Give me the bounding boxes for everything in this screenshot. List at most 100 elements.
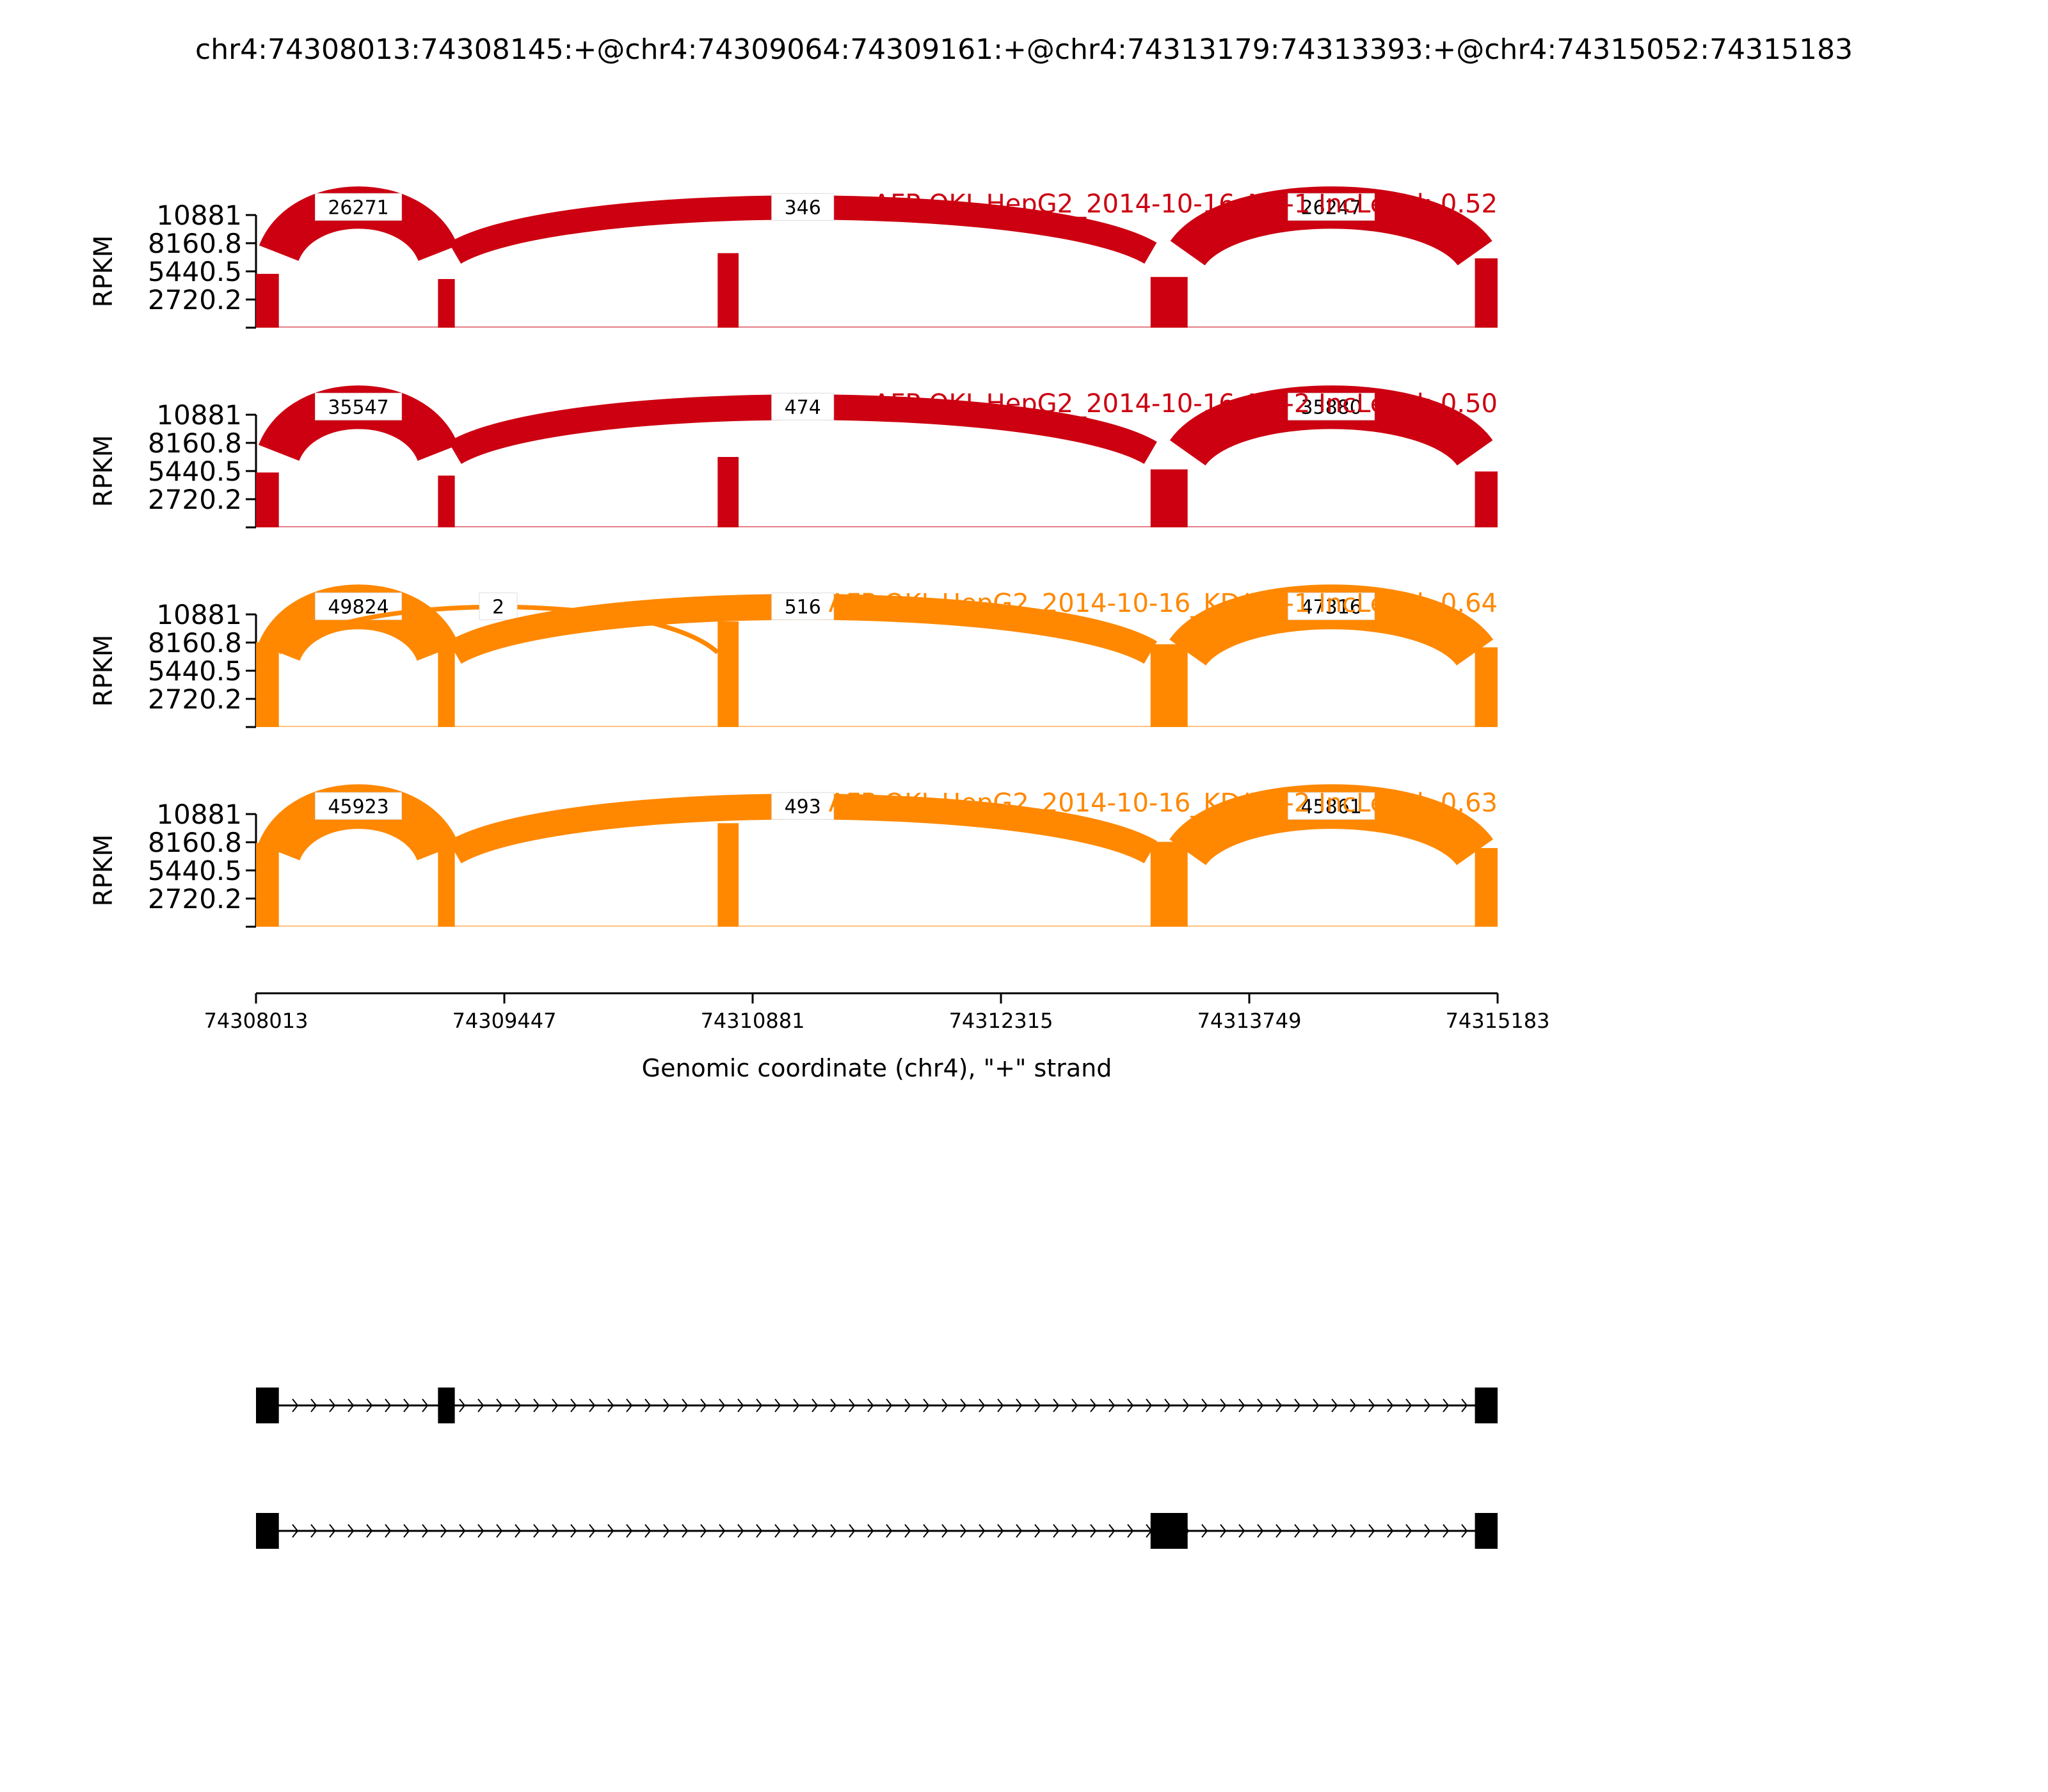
- strand-arrow: [663, 1524, 670, 1538]
- exon-coverage-bar: [1150, 644, 1188, 727]
- y-tick-label: 2720.2: [148, 484, 242, 515]
- isoform-exon: [256, 1513, 279, 1549]
- strand-arrow: [292, 1524, 299, 1538]
- strand-arrow: [941, 1398, 948, 1412]
- strand-arrow: [1405, 1398, 1412, 1412]
- y-tick-label: 2720.2: [148, 883, 242, 915]
- strand-arrow: [1071, 1398, 1078, 1412]
- strand-arrow: [552, 1398, 559, 1412]
- junction-count-label: 47316: [1300, 596, 1361, 618]
- strand-arrow: [719, 1524, 726, 1538]
- x-tick-label: 74315183: [1446, 1009, 1550, 1033]
- y-tick-label: 5440.5: [148, 456, 242, 487]
- exon-coverage-bar: [256, 273, 279, 328]
- strand-arrow: [533, 1524, 540, 1538]
- strand-arrow: [849, 1524, 856, 1538]
- strand-arrow: [1405, 1524, 1412, 1538]
- strand-arrow: [700, 1398, 707, 1412]
- strand-arrow: [941, 1524, 948, 1538]
- strand-arrow: [1331, 1524, 1338, 1538]
- strand-arrow: [997, 1398, 1004, 1412]
- strand-arrow: [700, 1524, 707, 1538]
- junction-count-box: [1288, 392, 1375, 420]
- strand-arrow: [403, 1398, 410, 1412]
- strand-arrow: [570, 1524, 577, 1538]
- x-tick-label: 74312315: [949, 1009, 1053, 1033]
- track-label: AFP QKI_HepG2_2014-10-16_NC-1 IncLevel: …: [873, 189, 1498, 219]
- strand-arrow: [310, 1524, 317, 1538]
- strand-arrow: [960, 1524, 967, 1538]
- strand-arrow: [979, 1398, 986, 1412]
- exon-coverage-bar: [1150, 842, 1188, 927]
- strand-arrow: [1276, 1524, 1283, 1538]
- strand-arrow: [1443, 1398, 1450, 1412]
- strand-arrow: [1238, 1524, 1245, 1538]
- junction-count-box: [479, 592, 518, 620]
- strand-arrow: [997, 1524, 1004, 1538]
- track-label: AFP QKI_HepG2_2014-10-16_NC-2 IncLevel: …: [873, 389, 1498, 419]
- y-tick-label: 8160.8: [148, 228, 242, 259]
- junction-count-box: [1288, 193, 1375, 221]
- exon-coverage-bar: [1475, 258, 1498, 328]
- strand-arrow: [1146, 1398, 1153, 1412]
- y-tick-label: 10881: [156, 200, 242, 231]
- strand-arrow: [1368, 1398, 1375, 1412]
- strand-arrow: [886, 1524, 893, 1538]
- x-tick-label: 74313749: [1197, 1009, 1302, 1033]
- strand-arrow: [1313, 1524, 1320, 1538]
- strand-arrow: [422, 1398, 429, 1412]
- y-tick-label: 10881: [156, 599, 242, 630]
- strand-arrow: [329, 1524, 336, 1538]
- strand-arrow: [1424, 1524, 1431, 1538]
- junction-count-label: 346: [785, 196, 821, 219]
- junction-count-label: 493: [785, 796, 821, 818]
- strand-arrow: [1368, 1524, 1375, 1538]
- strand-arrow: [1461, 1524, 1468, 1538]
- strand-arrow: [1313, 1398, 1320, 1412]
- junction-count-box: [771, 592, 835, 620]
- strand-arrow: [1071, 1524, 1078, 1538]
- y-axis-label: RPKM: [89, 435, 118, 508]
- strand-arrow: [626, 1398, 633, 1412]
- junction-count-label: 26271: [328, 196, 388, 219]
- junction-count-box: [315, 392, 403, 420]
- strand-arrow: [1183, 1398, 1190, 1412]
- strand-arrow: [1257, 1524, 1264, 1538]
- y-axis-label: RPKM: [89, 236, 118, 308]
- strand-arrow: [366, 1524, 373, 1538]
- junction-count-label: 35880: [1300, 396, 1361, 419]
- strand-arrow: [774, 1524, 781, 1538]
- strand-arrow: [830, 1398, 837, 1412]
- strand-arrow: [682, 1524, 689, 1538]
- exon-coverage-bar: [717, 457, 739, 527]
- junction-count-box: [771, 792, 835, 820]
- strand-arrow: [644, 1398, 652, 1412]
- strand-arrow: [886, 1398, 893, 1412]
- junction-count-box: [315, 193, 403, 221]
- strand-arrow: [867, 1398, 874, 1412]
- strand-arrow: [385, 1524, 392, 1538]
- strand-arrow: [1387, 1524, 1394, 1538]
- strand-arrow: [1220, 1524, 1227, 1538]
- strand-arrow: [1424, 1398, 1431, 1412]
- strand-arrow: [589, 1398, 596, 1412]
- track-label: AFP QKI_HepG2_2014-10-16_KD/KO-1 IncLeve…: [829, 589, 1498, 618]
- strand-arrow: [960, 1398, 967, 1412]
- strand-arrow: [1016, 1398, 1023, 1412]
- strand-arrow: [1220, 1398, 1227, 1412]
- isoform-exon: [1475, 1388, 1498, 1423]
- x-tick-label: 74308013: [204, 1009, 308, 1033]
- strand-arrow: [477, 1398, 484, 1412]
- junction-count-box: [771, 392, 835, 420]
- strand-arrow: [923, 1524, 930, 1538]
- strand-arrow: [812, 1398, 819, 1412]
- junction-count-box: [315, 792, 403, 820]
- isoform-exon: [438, 1388, 455, 1423]
- strand-arrow: [1127, 1524, 1134, 1538]
- strand-arrow: [348, 1524, 355, 1538]
- junction-count-box: [771, 193, 835, 221]
- strand-arrow: [459, 1398, 466, 1412]
- strand-arrow: [1350, 1398, 1357, 1412]
- strand-arrow: [515, 1398, 522, 1412]
- exon-coverage-bar: [717, 253, 739, 328]
